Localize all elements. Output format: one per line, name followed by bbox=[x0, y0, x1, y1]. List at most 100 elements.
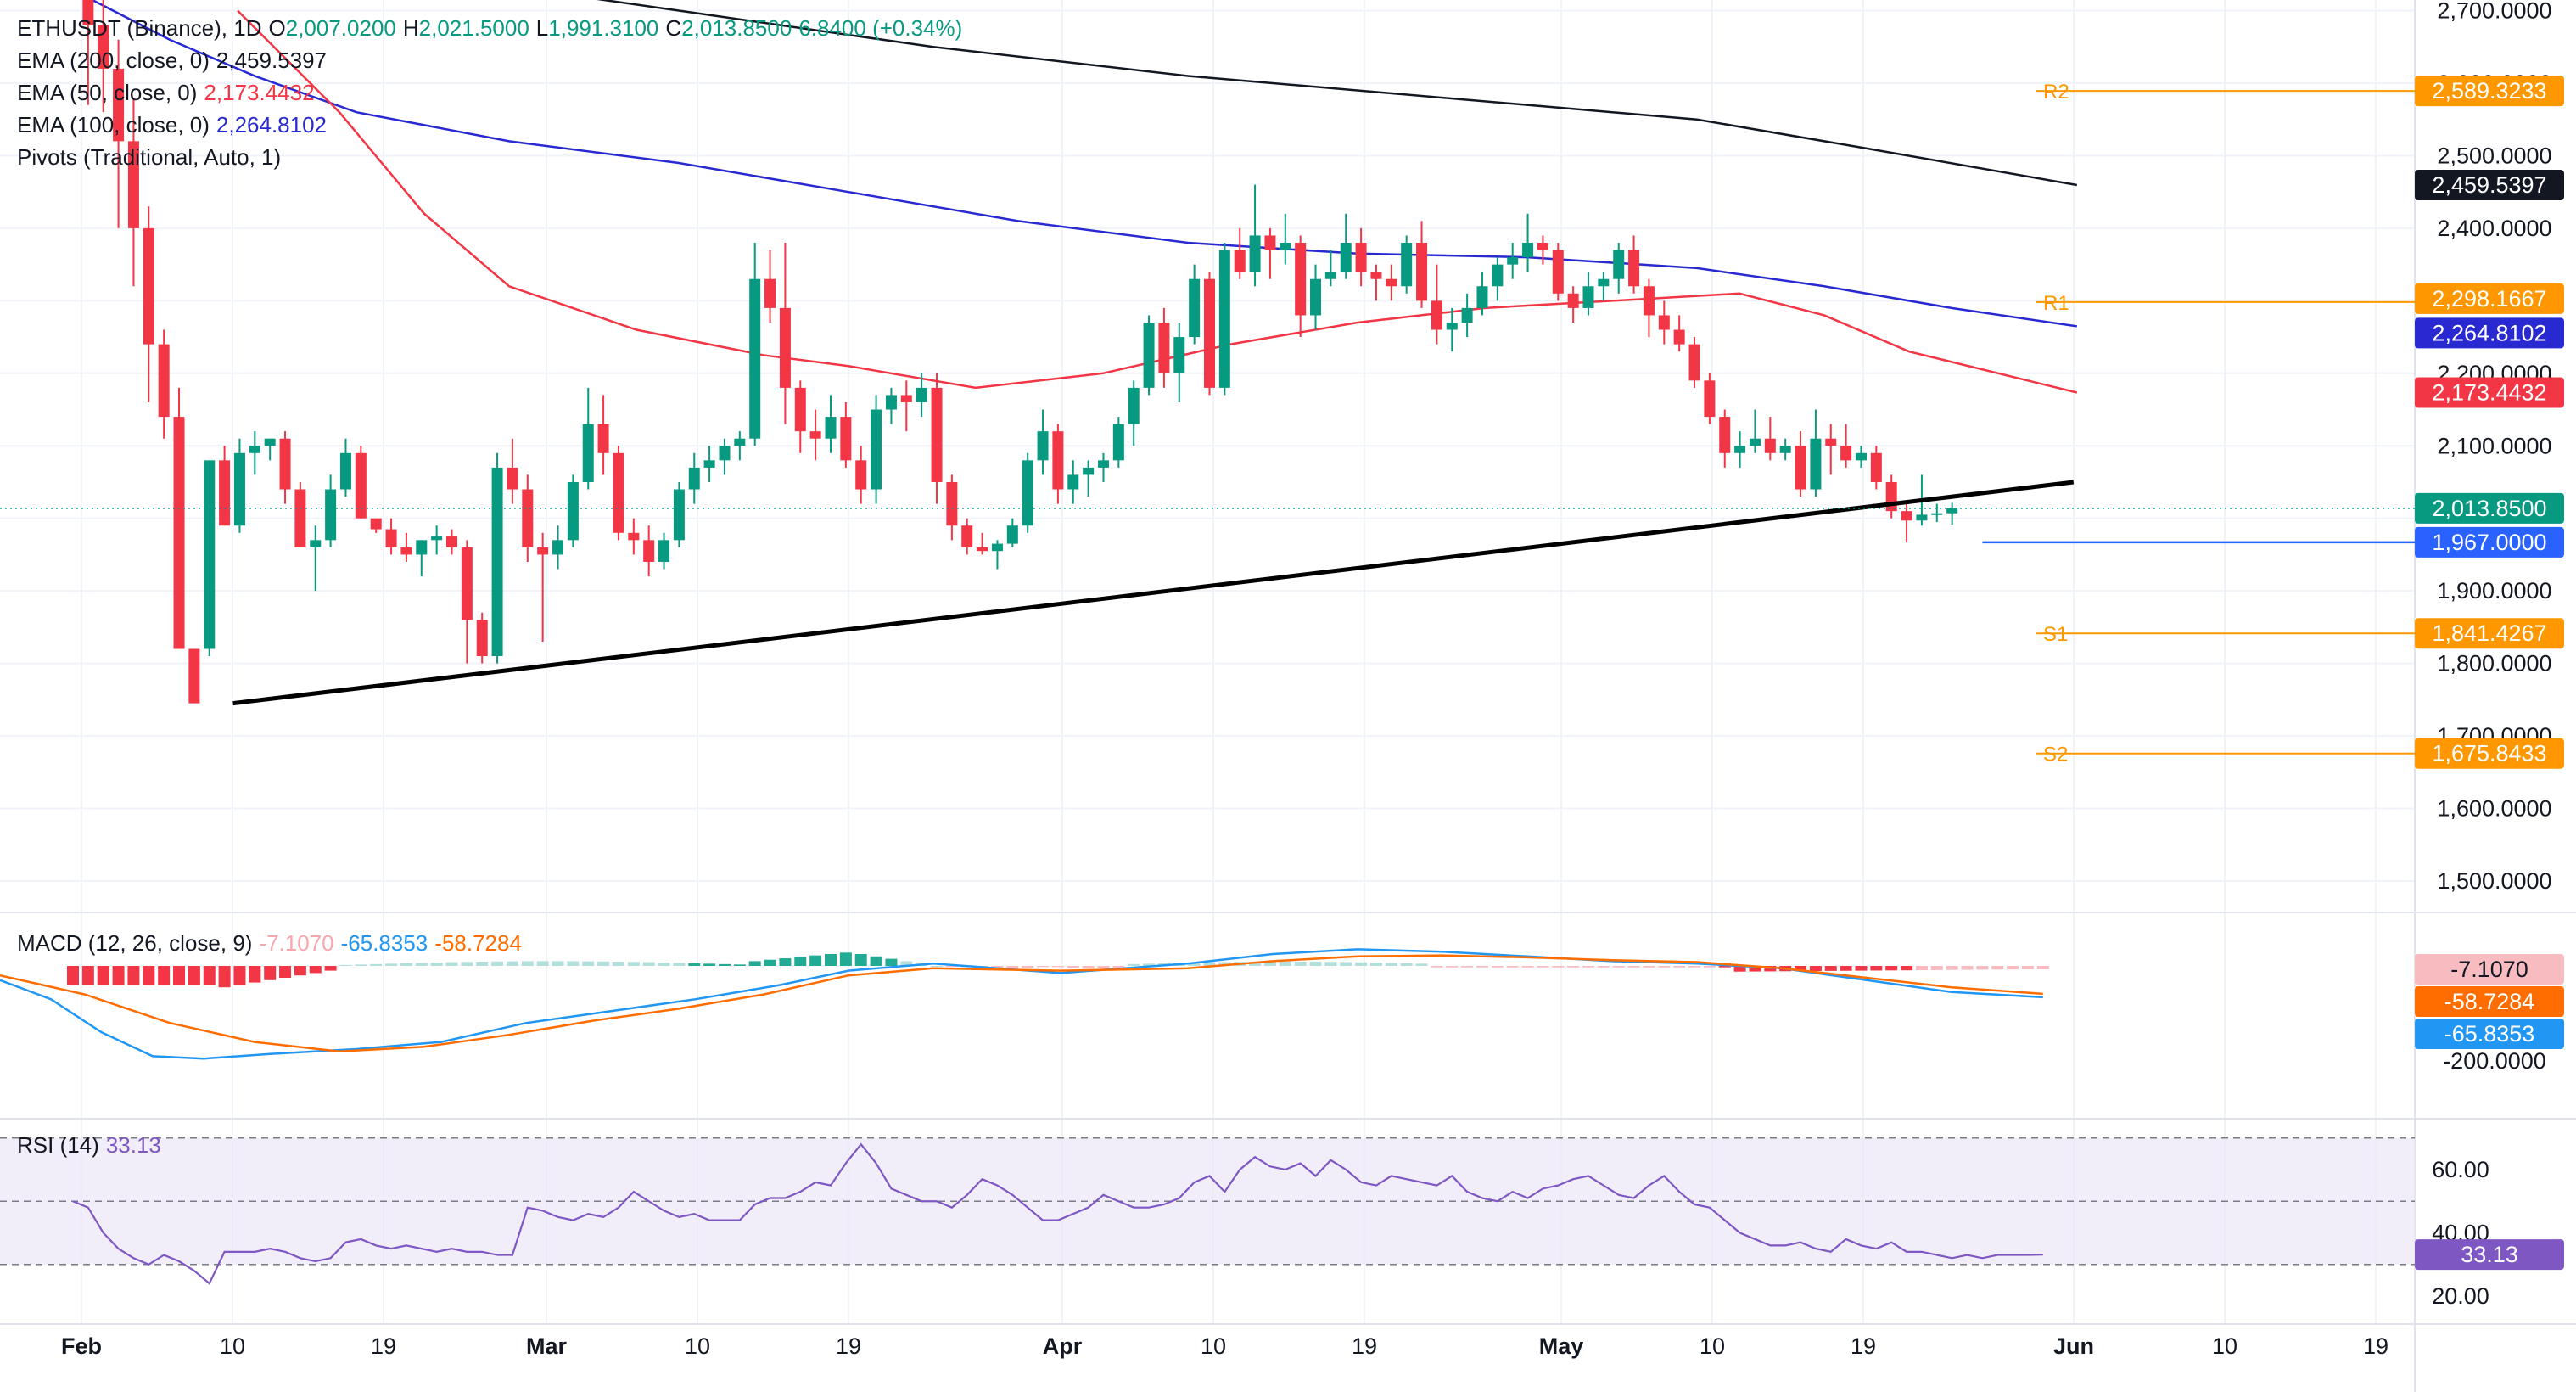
macd-histogram-bar bbox=[2007, 966, 2019, 970]
ema50-legend[interactable]: EMA (50, close, 0) 2,173.4432 bbox=[17, 76, 322, 109]
support-tag-bg bbox=[2415, 526, 2564, 558]
macd-histogram-bar bbox=[1431, 966, 1443, 968]
candle-body bbox=[871, 409, 882, 490]
candle-body bbox=[204, 460, 216, 649]
macd-hist-tag-text: -7.1070 bbox=[2450, 957, 2528, 982]
macd-histogram-bar bbox=[1067, 966, 1079, 968]
candle-body bbox=[1810, 438, 1822, 490]
pivot_r2-label: R2 bbox=[2043, 81, 2069, 104]
candle-body bbox=[1507, 257, 1519, 265]
macd-histogram-bar bbox=[127, 966, 140, 985]
candle-body bbox=[1795, 446, 1806, 490]
candle-body bbox=[1704, 380, 1716, 418]
macd-histogram-bar bbox=[1733, 966, 1746, 972]
candle-body bbox=[310, 540, 322, 547]
macd-histogram-bar bbox=[1415, 963, 1428, 966]
macd-histogram-bar bbox=[1143, 963, 1156, 966]
macd-histogram-bar bbox=[445, 962, 458, 966]
macd-histogram-bar bbox=[2036, 966, 2049, 969]
macd-histogram-bar bbox=[1263, 961, 1276, 966]
ema200-value: 2,459.5397 bbox=[216, 48, 328, 73]
time-tick-label: Mar bbox=[526, 1333, 568, 1359]
macd-histogram-bar bbox=[506, 961, 518, 966]
price-tick-label: 1,500.0000 bbox=[2437, 868, 2551, 894]
macd-histogram-bar bbox=[748, 961, 761, 966]
pivots-label: Pivots (Traditional, Auto, 1) bbox=[17, 144, 282, 170]
macd-histogram-bar bbox=[143, 966, 155, 985]
macd-histogram-bar bbox=[1218, 962, 1231, 966]
pivot-r2-tag-bg bbox=[2415, 76, 2564, 107]
macd-histogram-bar bbox=[1567, 966, 1580, 968]
macd-histogram-bar bbox=[1658, 966, 1671, 968]
macd-histogram-bar bbox=[1521, 966, 1534, 968]
candle-body bbox=[597, 424, 609, 453]
candle-body bbox=[325, 489, 337, 541]
candle-body bbox=[582, 424, 594, 482]
candle-body bbox=[1022, 460, 1033, 526]
macd-histogram-bar bbox=[112, 966, 125, 985]
macd-signal-tag-bg bbox=[2415, 986, 2564, 1017]
candle-body bbox=[1340, 242, 1352, 272]
candle-body bbox=[1598, 278, 1610, 287]
macd-histogram-bar bbox=[415, 963, 428, 966]
candle-body bbox=[1946, 508, 1958, 514]
macd-histogram-bar bbox=[1673, 966, 1686, 968]
macd-hist-value: -7.1070 bbox=[259, 930, 334, 956]
macd-histogram-bar bbox=[1976, 966, 1989, 970]
macd-histogram-bar bbox=[1506, 966, 1519, 968]
candle-body bbox=[1643, 286, 1655, 316]
macd-histogram-bar bbox=[1582, 966, 1594, 968]
macd-histogram-bar bbox=[1082, 966, 1095, 969]
candle-body bbox=[416, 540, 428, 555]
rsi-legend[interactable]: RSI (14) 33.13 bbox=[17, 1129, 168, 1161]
macd-histogram-bar bbox=[1294, 961, 1307, 966]
macd-histogram-bar bbox=[1446, 966, 1459, 968]
macd-histogram-bar bbox=[218, 966, 231, 988]
candle-body bbox=[658, 540, 670, 562]
macd-histogram-bar bbox=[1385, 963, 1397, 966]
macd-histogram-bar bbox=[612, 962, 624, 966]
last-price-tag-bg bbox=[2415, 492, 2564, 524]
macd-histogram-bar bbox=[1022, 966, 1034, 968]
macd-signal-value: -58.7284 bbox=[434, 930, 522, 956]
candle-body bbox=[1779, 446, 1791, 453]
candle-body bbox=[1143, 322, 1155, 388]
macd-legend[interactable]: MACD (12, 26, close, 9) -7.1070 -65.8353 -5… bbox=[17, 927, 529, 959]
candle-body bbox=[613, 452, 624, 533]
macd-histogram-bar bbox=[1718, 966, 1731, 968]
candle-body bbox=[1218, 250, 1230, 388]
pivots-legend[interactable]: Pivots (Traditional, Auto, 1) bbox=[17, 141, 288, 173]
macd-tick-label: -200.0000 bbox=[2443, 1048, 2546, 1074]
candle-body bbox=[1386, 278, 1397, 287]
candle-body bbox=[1249, 235, 1261, 272]
macd-histogram-bar bbox=[809, 955, 822, 966]
candle-body bbox=[1416, 242, 1428, 301]
candle-body bbox=[1749, 438, 1761, 446]
macd-histogram-bar bbox=[1809, 966, 1822, 972]
candle-body bbox=[1840, 446, 1852, 461]
macd-histogram-bar bbox=[1128, 963, 1140, 966]
macd-histogram-bar bbox=[703, 963, 716, 966]
macd-histogram-bar bbox=[870, 956, 882, 966]
macd-histogram-bar bbox=[1491, 966, 1504, 968]
ema100-legend[interactable]: EMA (100, close, 0) 2,264.8102 bbox=[17, 109, 333, 141]
macd-histogram-bar bbox=[718, 963, 731, 966]
ema50-tag-bg bbox=[2415, 377, 2564, 408]
candle-body bbox=[1931, 513, 1943, 515]
candle-body bbox=[1324, 272, 1336, 279]
candle-body bbox=[1204, 278, 1215, 388]
macd-histogram-bar bbox=[521, 961, 534, 966]
ascending-trendline bbox=[232, 480, 2075, 706]
macd-histogram-bar bbox=[339, 964, 352, 966]
candle-body bbox=[643, 540, 655, 562]
candle-body bbox=[1764, 438, 1776, 453]
candle-body bbox=[339, 452, 351, 490]
macd-histogram-bar bbox=[658, 963, 670, 966]
macd-histogram-bar bbox=[233, 966, 246, 985]
ema200-legend[interactable]: EMA (200, close, 0) 2,459.5397 bbox=[17, 44, 333, 76]
high-label: H bbox=[402, 15, 419, 41]
candle-body bbox=[991, 543, 1003, 552]
macd-histogram-bar bbox=[945, 966, 958, 968]
price-tick-label: 2,100.0000 bbox=[2437, 433, 2551, 458]
